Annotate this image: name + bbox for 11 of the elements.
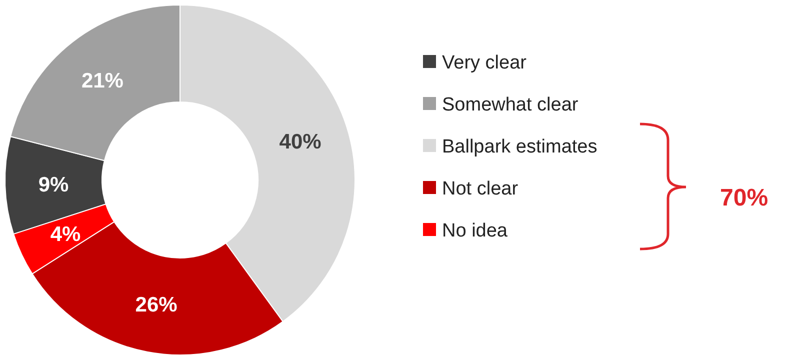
legend-label: Not clear [442, 178, 519, 200]
legend-label: Somewhat clear [442, 94, 579, 116]
data-label: 26% [135, 294, 178, 317]
legend-label: Ballpark estimates [442, 136, 598, 158]
text: 70% [720, 184, 768, 212]
legend-label: Very clear [442, 52, 528, 74]
data-label: 40% [279, 130, 322, 154]
data-label: 9% [38, 173, 70, 196]
data-label: 21% [81, 69, 124, 92]
legend-label: No idea [442, 220, 508, 242]
data-label: 4% [50, 223, 82, 246]
